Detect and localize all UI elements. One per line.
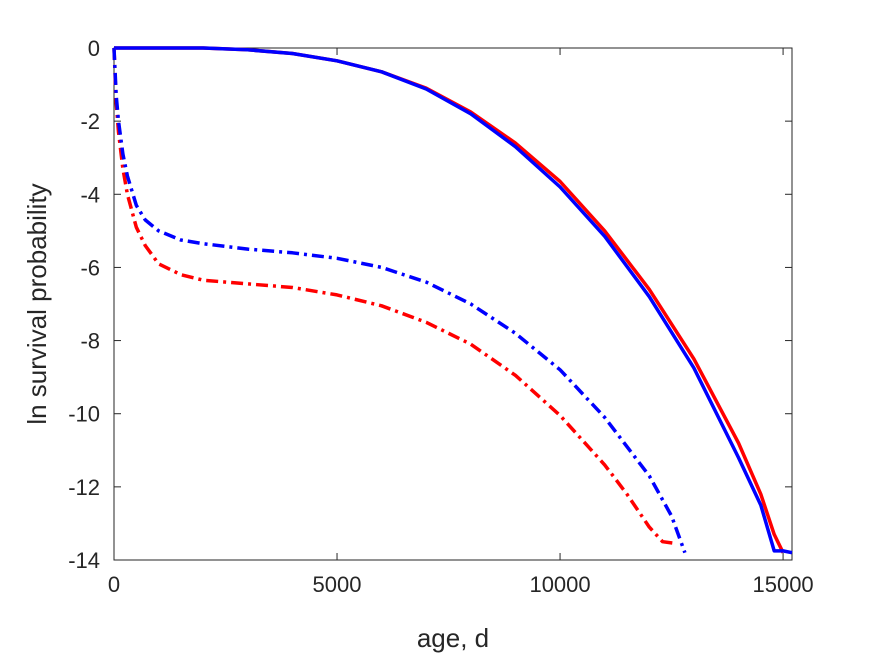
x-tick-label: 10000	[529, 572, 590, 597]
series-line-2-solid	[114, 46, 793, 555]
y-axis-title: ln survival probability	[22, 183, 52, 424]
x-tick-label: 5000	[313, 572, 362, 597]
series-layer	[112, 46, 793, 555]
x-tick-label: 0	[108, 572, 120, 597]
y-tick-label: -8	[80, 329, 100, 354]
series-line-4-dash-dot	[112, 47, 687, 554]
y-tick-label: -2	[80, 109, 100, 134]
y-ticks: 0 -2 -4 -6 -8 -10 -12 -14	[68, 36, 792, 573]
y-tick-label: -14	[68, 548, 100, 573]
y-tick-label: -10	[68, 402, 100, 427]
y-tick-label: 0	[88, 36, 100, 61]
x-axis-title: age, d	[417, 623, 489, 653]
y-tick-label: -6	[80, 255, 100, 280]
series-line-3-dash-dot	[112, 47, 677, 546]
x-tick-label: 15000	[752, 572, 813, 597]
plot-area	[113, 47, 793, 561]
y-tick-label: -12	[68, 475, 100, 500]
x-ticks: 0 5000 10000 15000	[108, 48, 814, 597]
y-tick-label: -4	[80, 182, 100, 207]
